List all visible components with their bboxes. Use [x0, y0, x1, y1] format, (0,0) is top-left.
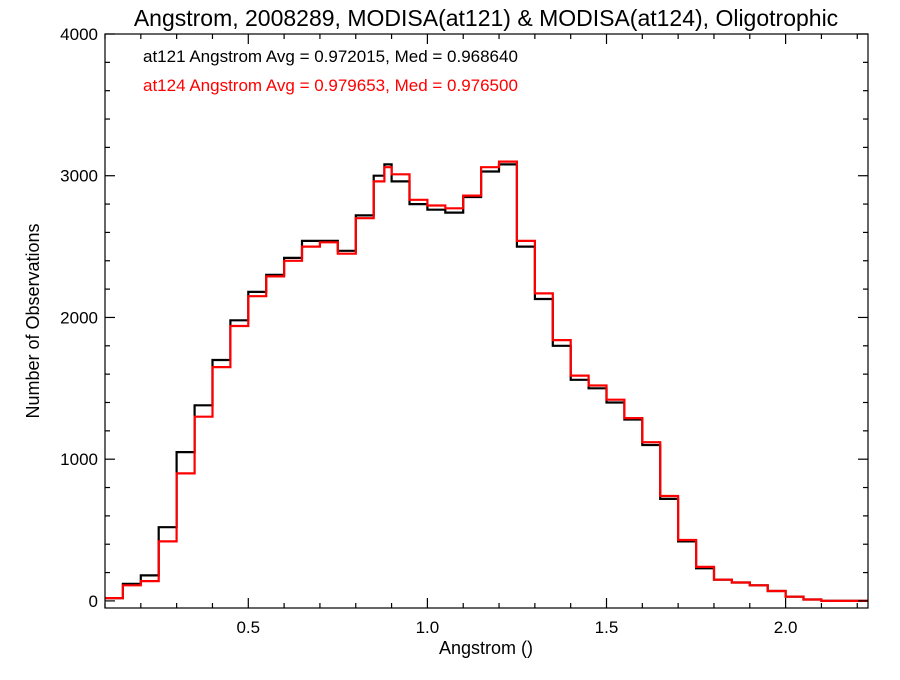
y-tick-label: 1000 [60, 450, 98, 469]
y-tick-label: 2000 [60, 308, 98, 327]
chart-title: Angstrom, 2008289, MODISA(at121) & MODIS… [134, 5, 838, 31]
y-tick-label: 3000 [60, 167, 98, 186]
series-line-at124 [105, 160, 868, 602]
x-tick-label: 2.0 [774, 618, 798, 637]
x-axis-label: Angstrom () [439, 638, 533, 658]
axis-layer: 0.5 1.0 1.5 2.0 0 1000 2000 3000 4000 [60, 25, 868, 637]
x-tick-label: 0.5 [236, 618, 260, 637]
at121-stats-annotation: at121 Angstrom Avg = 0.972015, Med = 0.9… [143, 47, 518, 66]
x-tick-label: 1.5 [595, 618, 619, 637]
at124-stats-annotation: at124 Angstrom Avg = 0.979653, Med = 0.9… [143, 76, 518, 95]
plot-frame [104, 33, 869, 609]
x-tick-label: 1.0 [416, 618, 440, 637]
series-layer [105, 160, 868, 602]
y-tick-label: 4000 [60, 25, 98, 44]
y-axis-label: Number of Observations [23, 223, 43, 418]
y-tick-label: 0 [89, 592, 98, 611]
